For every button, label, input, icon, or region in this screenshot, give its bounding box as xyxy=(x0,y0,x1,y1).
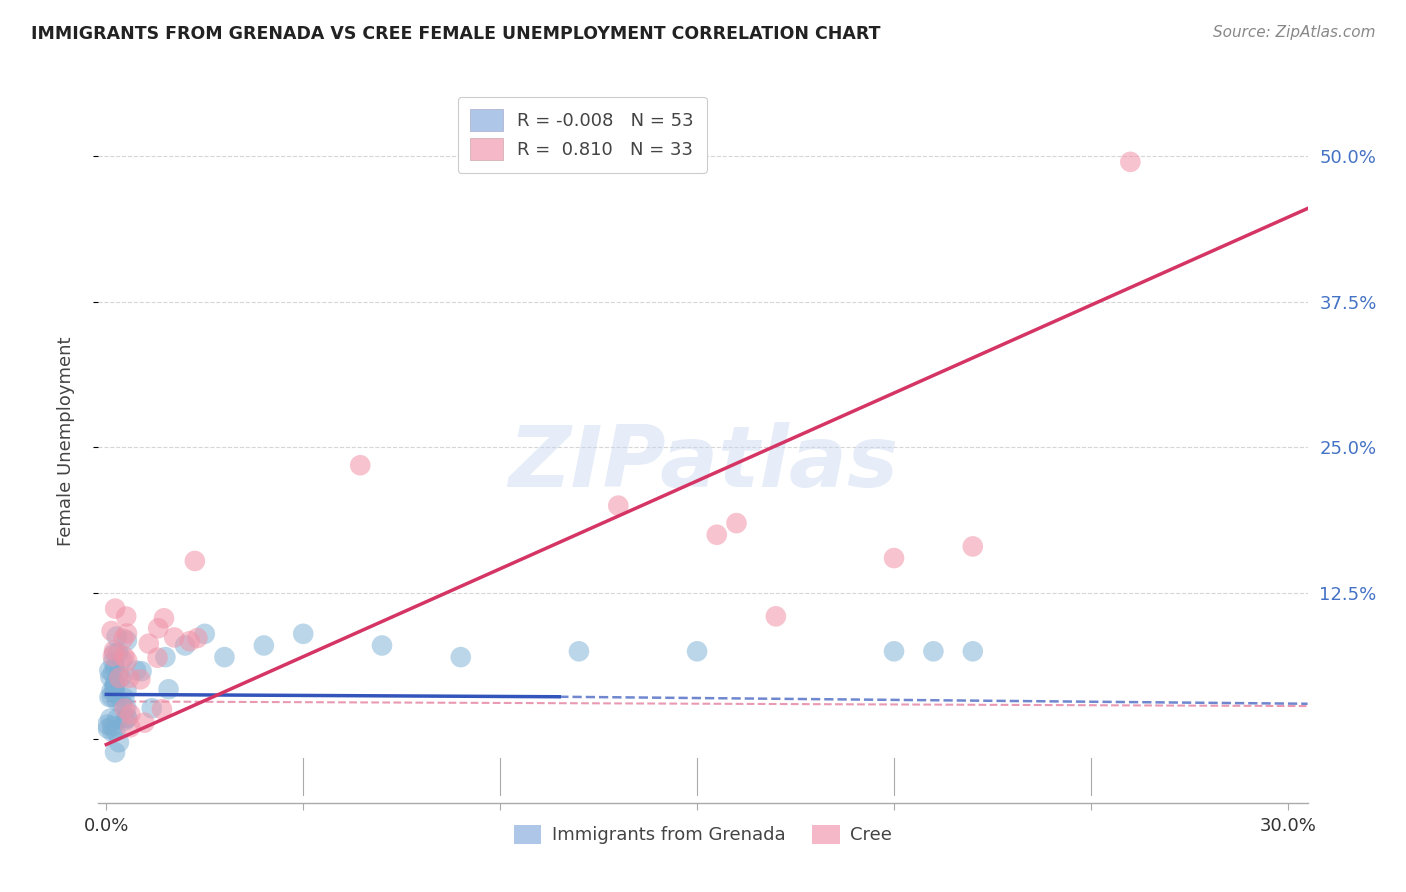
Point xyxy=(163,631,186,645)
Point xyxy=(107,668,129,682)
Point xyxy=(115,653,138,667)
Point xyxy=(883,644,905,658)
Point xyxy=(104,661,127,675)
Point xyxy=(108,671,131,685)
Point xyxy=(686,644,709,658)
Point xyxy=(104,679,127,693)
Point xyxy=(104,686,127,700)
Point xyxy=(568,644,591,658)
Point xyxy=(120,707,142,722)
Point xyxy=(214,650,236,665)
Point xyxy=(765,609,787,624)
Point xyxy=(112,649,135,664)
Point xyxy=(101,725,124,739)
Point xyxy=(103,655,125,669)
Point xyxy=(105,630,128,644)
Point xyxy=(105,694,128,708)
Text: ZIPatlas: ZIPatlas xyxy=(508,422,898,505)
Point xyxy=(155,650,177,665)
Point xyxy=(148,621,170,635)
Point xyxy=(146,650,169,665)
Point xyxy=(114,714,136,728)
Point xyxy=(725,516,748,530)
Point xyxy=(125,664,148,678)
Point xyxy=(1119,154,1142,169)
Point xyxy=(100,683,122,698)
Point xyxy=(184,554,207,568)
Point xyxy=(349,458,371,473)
Point xyxy=(100,690,122,704)
Point xyxy=(104,724,127,739)
Point xyxy=(100,624,122,638)
Point xyxy=(114,691,136,706)
Point xyxy=(962,644,984,658)
Point xyxy=(98,690,121,705)
Point xyxy=(138,637,160,651)
Point xyxy=(98,712,121,726)
Text: IMMIGRANTS FROM GRENADA VS CREE FEMALE UNEMPLOYMENT CORRELATION CHART: IMMIGRANTS FROM GRENADA VS CREE FEMALE U… xyxy=(31,25,880,43)
Point xyxy=(104,676,127,690)
Point xyxy=(105,712,128,726)
Point xyxy=(101,649,124,664)
Point xyxy=(118,671,141,685)
Point xyxy=(114,701,136,715)
Point xyxy=(962,540,984,554)
Point xyxy=(129,673,152,687)
Point xyxy=(100,670,122,684)
Point xyxy=(174,639,197,653)
Point xyxy=(101,719,124,733)
Point xyxy=(186,631,208,645)
Point xyxy=(96,717,118,731)
Point xyxy=(253,639,276,653)
Point xyxy=(450,650,472,665)
Point xyxy=(131,665,153,679)
Point xyxy=(115,626,138,640)
Point xyxy=(111,697,134,711)
Point xyxy=(115,711,138,725)
Point xyxy=(292,627,315,641)
Point xyxy=(115,701,138,715)
Point xyxy=(120,720,142,734)
Point xyxy=(115,633,138,648)
Y-axis label: Female Unemployment: Female Unemployment xyxy=(56,337,75,546)
Point xyxy=(117,711,139,725)
Point xyxy=(194,627,217,641)
Point xyxy=(107,646,129,660)
Legend: Immigrants from Grenada, Cree: Immigrants from Grenada, Cree xyxy=(506,818,900,852)
Point xyxy=(103,681,125,695)
Point xyxy=(101,665,124,680)
Point xyxy=(97,722,120,736)
Point xyxy=(883,551,905,566)
Point xyxy=(103,643,125,657)
Point xyxy=(115,682,138,697)
Point xyxy=(153,611,176,625)
Point xyxy=(157,682,180,697)
Point xyxy=(141,701,163,715)
Point xyxy=(110,671,132,685)
Point xyxy=(134,715,156,730)
Point xyxy=(371,639,394,653)
Point xyxy=(108,735,131,749)
Point xyxy=(104,745,127,759)
Point xyxy=(706,528,728,542)
Point xyxy=(922,644,945,658)
Point xyxy=(607,499,630,513)
Text: Source: ZipAtlas.com: Source: ZipAtlas.com xyxy=(1212,25,1375,40)
Point xyxy=(115,609,138,624)
Point xyxy=(98,664,121,678)
Point xyxy=(104,601,127,615)
Point xyxy=(150,702,173,716)
Point xyxy=(179,634,201,648)
Point xyxy=(103,646,125,660)
Point xyxy=(112,632,135,646)
Point xyxy=(111,652,134,666)
